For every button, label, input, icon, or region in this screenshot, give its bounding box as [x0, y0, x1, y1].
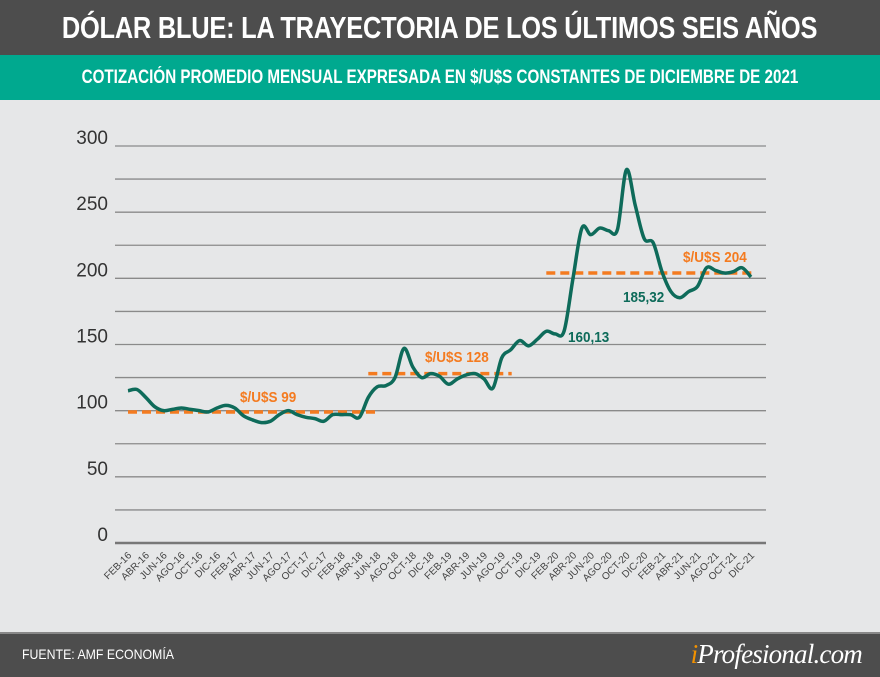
chart-title: DÓLAR BLUE: LA TRAYECTORIA DE LOS ÚLTIMO…	[62, 9, 818, 45]
iprofesional-logo: iProfesional.com	[690, 639, 863, 669]
x-axis-ticks: FEB-16ABR-16JUN-16AGO-16OCT-16DIC-16FEB-…	[102, 550, 757, 584]
y-tick-label: 0	[97, 525, 108, 546]
footer-bar: FUENTE: AMF ECONOMÍA iProfesional.com	[0, 632, 880, 677]
gridlines	[115, 145, 766, 545]
y-tick-label: 100	[76, 393, 108, 414]
y-axis-ticks: 0 50 100 150 200 250 300	[76, 128, 108, 546]
y-tick-label: 50	[87, 459, 108, 480]
average-label: $/U$S 99	[240, 389, 296, 406]
data-label: 185,32	[623, 289, 664, 306]
y-tick-label: 300	[76, 128, 108, 149]
subtitle-band: COTIZACIÓN PROMEDIO MENSUAL EXPRESADA EN…	[0, 55, 880, 100]
average-lines: $/U$S 99 $/U$S 128 $/U$S 204	[128, 249, 752, 414]
chart-subtitle: COTIZACIÓN PROMEDIO MENSUAL EXPRESADA EN…	[81, 66, 799, 88]
y-tick-label: 200	[76, 260, 108, 281]
series-line	[127, 167, 753, 425]
y-tick-label: 250	[76, 194, 108, 215]
data-label: 160,13	[568, 329, 609, 346]
y-tick-label: 150	[76, 327, 108, 348]
series-lines	[127, 167, 753, 425]
average-label: $/U$S 204	[683, 249, 747, 266]
source-text: FUENTE: AMF ECONOMÍA	[22, 646, 174, 662]
annotations: 160,13 185,32	[568, 289, 664, 346]
header-bar: DÓLAR BLUE: LA TRAYECTORIA DE LOS ÚLTIMO…	[0, 0, 880, 55]
average-label: $/U$S 128	[425, 349, 489, 366]
